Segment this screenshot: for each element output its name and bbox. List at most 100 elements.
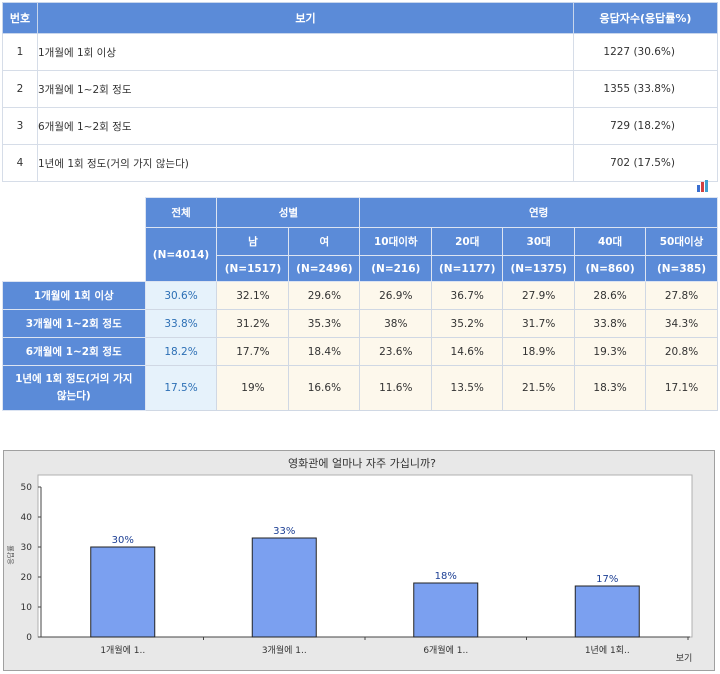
bar bbox=[413, 582, 479, 638]
gender-label: 남 bbox=[216, 227, 290, 256]
bar-value-label: 17% bbox=[596, 574, 618, 585]
row-label: 3개월에 1~2회 정도 bbox=[2, 309, 146, 338]
row-total: 17.5% bbox=[144, 365, 218, 411]
row-no: 2 bbox=[2, 70, 38, 108]
crosstab-header-row-3: (N=1517) (N=2496) (N=216) (N=1177) (N=13… bbox=[3, 255, 718, 282]
chart-title: 영화관에 얼마나 자주 가십니까? bbox=[288, 456, 436, 470]
row-no: 1 bbox=[2, 33, 38, 71]
cell: 18.9% bbox=[502, 337, 576, 366]
age-label: 20대 bbox=[431, 227, 504, 256]
bars: 30% 1개월에 1.. 33% 3개월에 1.. 18% 6개월에 1.. 17% 1년에 … bbox=[90, 526, 689, 656]
bar bbox=[574, 585, 640, 638]
cell: 17.1% bbox=[645, 365, 718, 411]
row-count: 702 (17.5%) bbox=[573, 144, 718, 182]
gender-label: 여 bbox=[288, 227, 361, 256]
cell: 29.6% bbox=[288, 281, 361, 310]
cell: 31.2% bbox=[216, 309, 290, 338]
age-label: 10대이하 bbox=[359, 227, 433, 256]
cell: 11.6% bbox=[359, 365, 433, 411]
cell: 35.2% bbox=[431, 309, 504, 338]
crosstab-header-row-1: 전체 성별 연령 bbox=[2, 197, 718, 282]
cell: 14.6% bbox=[431, 337, 504, 366]
age-n: (N=860) bbox=[574, 255, 647, 282]
row-count: 1227 (30.6%) bbox=[573, 33, 718, 71]
crosstab-row: 3개월에 1~2회 정도 33.8% 31.2% 35.3% 38% 35.2%… bbox=[2, 309, 718, 338]
row-total: 18.2% bbox=[144, 337, 218, 366]
cell: 23.6% bbox=[359, 337, 433, 366]
crosstab-row: 1년에 1회 정도(거의 가지 않는다) 17.5% 19% 16.6% 11.… bbox=[2, 365, 718, 411]
gender-n: (N=1517) bbox=[216, 255, 290, 282]
row-option: 6개월에 1~2회 정도 bbox=[37, 107, 574, 145]
header-count: 응답자수(응답률%) bbox=[573, 2, 718, 34]
x-tick-label: 6개월에 1.. bbox=[423, 644, 468, 656]
age-label: 30대 bbox=[502, 227, 576, 256]
cell: 17.7% bbox=[216, 337, 290, 366]
bar-value-label: 30% bbox=[112, 535, 134, 546]
row-label: 1개월에 1회 이상 bbox=[2, 281, 146, 310]
row-total: 33.8% bbox=[144, 309, 218, 338]
gender-header: 성별 bbox=[216, 197, 361, 228]
answers-table: 번호 보기 응답자수(응답률%) 1 1개월에 1회 이상 1227 (30.6… bbox=[2, 2, 718, 182]
bar bbox=[90, 546, 156, 638]
cell: 34.3% bbox=[645, 309, 718, 338]
age-n: (N=216) bbox=[359, 255, 433, 282]
table-row: 1 1개월에 1회 이상 1227 (30.6%) bbox=[2, 33, 718, 71]
row-total: 30.6% bbox=[144, 281, 218, 310]
crosstab-row: 1개월에 1회 이상 30.6% 32.1% 29.6% 26.9% 36.7%… bbox=[2, 281, 718, 310]
crosstab-header-row-2: (N=4014) 남 여 10대이하 20대 30대 40대 50대이상 bbox=[3, 227, 718, 282]
cell: 27.8% bbox=[645, 281, 718, 310]
x-tick-label: 3개월에 1.. bbox=[262, 644, 307, 656]
y-tick-label: 50 bbox=[21, 483, 33, 493]
cell: 20.8% bbox=[645, 337, 718, 366]
y-tick-label: 40 bbox=[21, 513, 33, 523]
cell: 21.5% bbox=[502, 365, 576, 411]
cell: 19.3% bbox=[574, 337, 647, 366]
gender-n: (N=2496) bbox=[288, 255, 361, 282]
y-axis-label: 응답률 bbox=[6, 545, 15, 565]
bar-value-label: 33% bbox=[273, 526, 295, 537]
bar-value-label: 18% bbox=[435, 571, 457, 582]
cell: 38% bbox=[359, 309, 433, 338]
row-label: 6개월에 1~2회 정도 bbox=[2, 337, 146, 366]
cell: 27.9% bbox=[502, 281, 576, 310]
x-axis-label: 보기 bbox=[676, 653, 693, 664]
age-header: 연령 bbox=[359, 197, 718, 228]
age-label: 50대이상 bbox=[645, 227, 718, 256]
row-count: 1355 (33.8%) bbox=[573, 70, 718, 108]
bar bbox=[251, 537, 317, 638]
y-tick-label: 30 bbox=[21, 543, 33, 553]
cell: 33.8% bbox=[574, 309, 647, 338]
cell: 36.7% bbox=[431, 281, 504, 310]
header-option: 보기 bbox=[37, 2, 574, 34]
y-tick-label: 0 bbox=[26, 633, 32, 643]
age-n: (N=385) bbox=[645, 255, 718, 282]
x-tick-label: 1개월에 1.. bbox=[100, 644, 145, 656]
answers-header-row: 번호 보기 응답자수(응답률%) bbox=[2, 2, 718, 34]
x-tick-label: 1년에 1회.. bbox=[585, 645, 630, 656]
cell: 18.3% bbox=[574, 365, 647, 411]
row-no: 3 bbox=[2, 107, 38, 145]
cell: 13.5% bbox=[431, 365, 504, 411]
crosstab-corner bbox=[2, 197, 146, 282]
y-tick-label: 10 bbox=[21, 603, 33, 613]
cell: 26.9% bbox=[359, 281, 433, 310]
cell: 28.6% bbox=[574, 281, 647, 310]
bar-chart-panel: 영화관에 얼마나 자주 가십니까? 0 10 20 30 40 50 30% 1개월에 1.… bbox=[3, 450, 715, 671]
age-label: 40대 bbox=[574, 227, 647, 256]
y-tick-label: 20 bbox=[21, 573, 33, 583]
row-no: 4 bbox=[2, 144, 38, 182]
age-n: (N=1375) bbox=[502, 255, 576, 282]
header-no: 번호 bbox=[2, 2, 38, 34]
cell: 32.1% bbox=[216, 281, 290, 310]
cell: 19% bbox=[216, 365, 290, 411]
table-row: 3 6개월에 1~2회 정도 729 (18.2%) bbox=[2, 107, 718, 145]
table-row: 2 3개월에 1~2회 정도 1355 (33.8%) bbox=[2, 70, 718, 108]
row-option: 1개월에 1회 이상 bbox=[37, 33, 574, 71]
row-option: 1년에 1회 정도(거의 가지 않는다) bbox=[37, 144, 574, 182]
bar-chart-icon[interactable] bbox=[696, 180, 710, 192]
row-count: 729 (18.2%) bbox=[573, 107, 718, 145]
table-row: 4 1년에 1회 정도(거의 가지 않는다) 702 (17.5%) bbox=[2, 144, 718, 182]
row-option: 3개월에 1~2회 정도 bbox=[37, 70, 574, 108]
cell: 35.3% bbox=[288, 309, 361, 338]
total-n: (N=4014) bbox=[144, 227, 218, 282]
